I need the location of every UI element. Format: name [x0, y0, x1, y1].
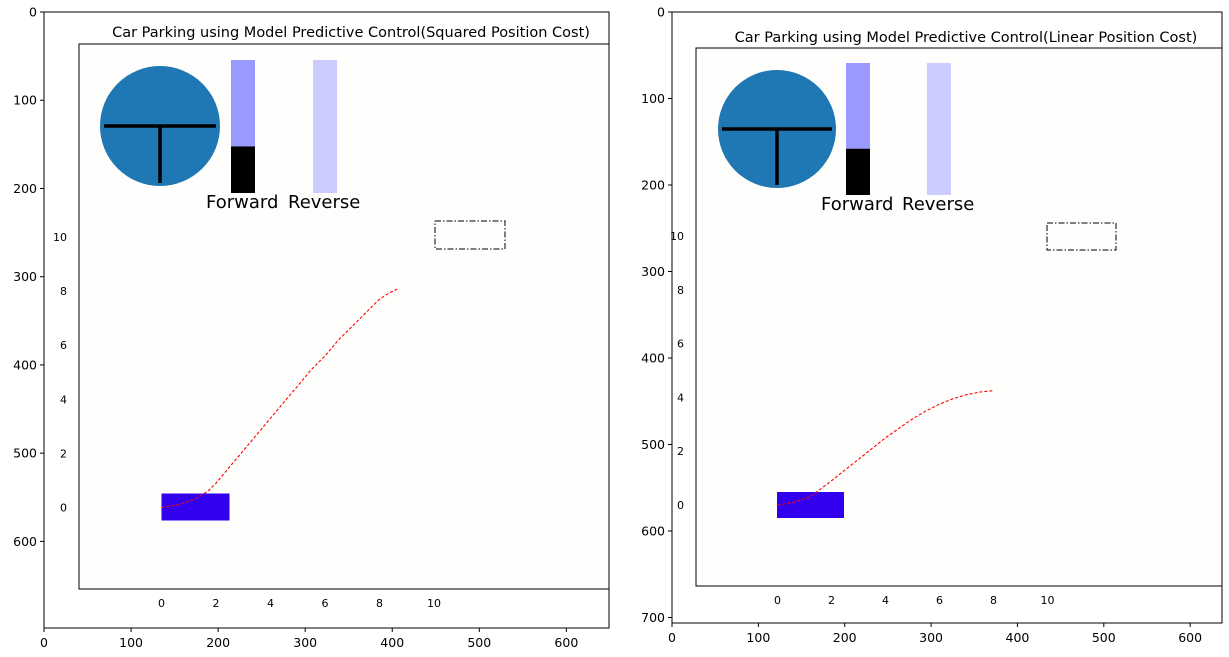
outer-x-tick-label: 600	[554, 635, 578, 650]
outer-x-tick-label: 100	[119, 635, 143, 650]
forward-label: Forward	[821, 194, 893, 215]
reverse-throttle-bar	[313, 60, 337, 193]
forward-throttle-level	[231, 146, 255, 193]
trajectory-line	[161, 287, 399, 509]
outer-x-tick-label: 400	[380, 635, 404, 650]
outer-y-tick-label: 100	[641, 91, 665, 106]
outer-y-tick-label: 200	[13, 181, 37, 196]
inner-x-tick-label: 2	[213, 597, 220, 610]
outer-y-tick-label: 400	[641, 351, 665, 366]
outer-y-tick-label: 0	[657, 5, 665, 20]
outer-y-tick-label: 300	[13, 269, 37, 284]
car-body	[777, 492, 844, 518]
inner-x-tick-label: 4	[267, 597, 274, 610]
inner-x-tick-label: 6	[322, 597, 329, 610]
outer-y-tick-label: 600	[13, 534, 37, 549]
outer-y-tick-label: 400	[13, 357, 37, 372]
inner-x-tick-label: 4	[882, 594, 889, 607]
trajectory-line	[777, 390, 994, 506]
inner-x-tick-label: 10	[1041, 594, 1055, 607]
reverse-throttle-bar	[927, 63, 951, 195]
inner-x-tick-label: 10	[427, 597, 441, 610]
outer-y-tick-label: 600	[641, 524, 665, 539]
inner-x-tick-label: 2	[828, 594, 835, 607]
inner-y-tick-label: 8	[60, 285, 67, 298]
target-parking-spot	[434, 220, 506, 250]
outer-y-tick-label: 0	[29, 5, 37, 20]
chart-panel-2: 0 100 200 300 400 500 600010020030040050060070…	[641, 5, 1223, 645]
inner-y-tick-label: 2	[60, 447, 67, 460]
inner-x-tick-label: 8	[990, 594, 997, 607]
outer-x-tick-label: 0	[40, 635, 48, 650]
forward-throttle-level	[846, 148, 870, 195]
outer-x-tick-label: 200	[206, 635, 230, 650]
reverse-label: Reverse	[902, 194, 974, 215]
forward-label: Forward	[206, 192, 278, 213]
reverse-label: Reverse	[288, 192, 360, 213]
outer-x-tick-label: 500	[1092, 630, 1116, 645]
outer-y-tick-label: 300	[641, 264, 665, 279]
outer-x-tick-label: 100	[746, 630, 770, 645]
chart-title: Car Parking using Model Predictive Contr…	[735, 30, 1198, 46]
outer-x-tick-label: 200	[833, 630, 857, 645]
outer-x-tick-label: 0	[668, 630, 676, 645]
inner-y-tick-label: 10	[53, 231, 67, 244]
inner-x-tick-label: 0	[774, 594, 781, 607]
inner-y-tick-label: 4	[60, 393, 67, 406]
car-body	[161, 493, 230, 521]
inner-x-tick-label: 6	[936, 594, 943, 607]
outer-y-tick-label: 100	[13, 93, 37, 108]
target-parking-spot	[1046, 222, 1117, 251]
inner-y-tick-label: 0	[677, 499, 684, 512]
outer-y-tick-label: 700	[641, 610, 665, 625]
outer-x-tick-label: 600	[1178, 630, 1202, 645]
chart-title: Car Parking using Model Predictive Contr…	[112, 25, 590, 41]
outer-x-tick-label: 400	[1006, 630, 1030, 645]
inner-y-tick-label: 6	[60, 339, 67, 352]
outer-y-tick-label: 500	[641, 437, 665, 452]
inner-y-tick-label: 4	[677, 391, 684, 404]
inner-y-tick-label: 0	[60, 502, 67, 515]
chart-panel-1: 0 100 200 300 400 500 6000100200300400500600Ca…	[13, 5, 610, 650]
inner-x-tick-label: 0	[158, 597, 165, 610]
inner-y-tick-label: 8	[677, 284, 684, 297]
outer-x-tick-label: 300	[919, 630, 943, 645]
inner-y-tick-label: 6	[677, 338, 684, 351]
outer-y-tick-label: 200	[641, 178, 665, 193]
inner-x-tick-label: 8	[376, 597, 383, 610]
outer-y-tick-label: 500	[13, 446, 37, 461]
outer-x-tick-label: 300	[293, 635, 317, 650]
outer-x-tick-label: 500	[467, 635, 491, 650]
inner-y-tick-label: 2	[677, 445, 684, 458]
inner-y-tick-label: 10	[670, 230, 684, 243]
